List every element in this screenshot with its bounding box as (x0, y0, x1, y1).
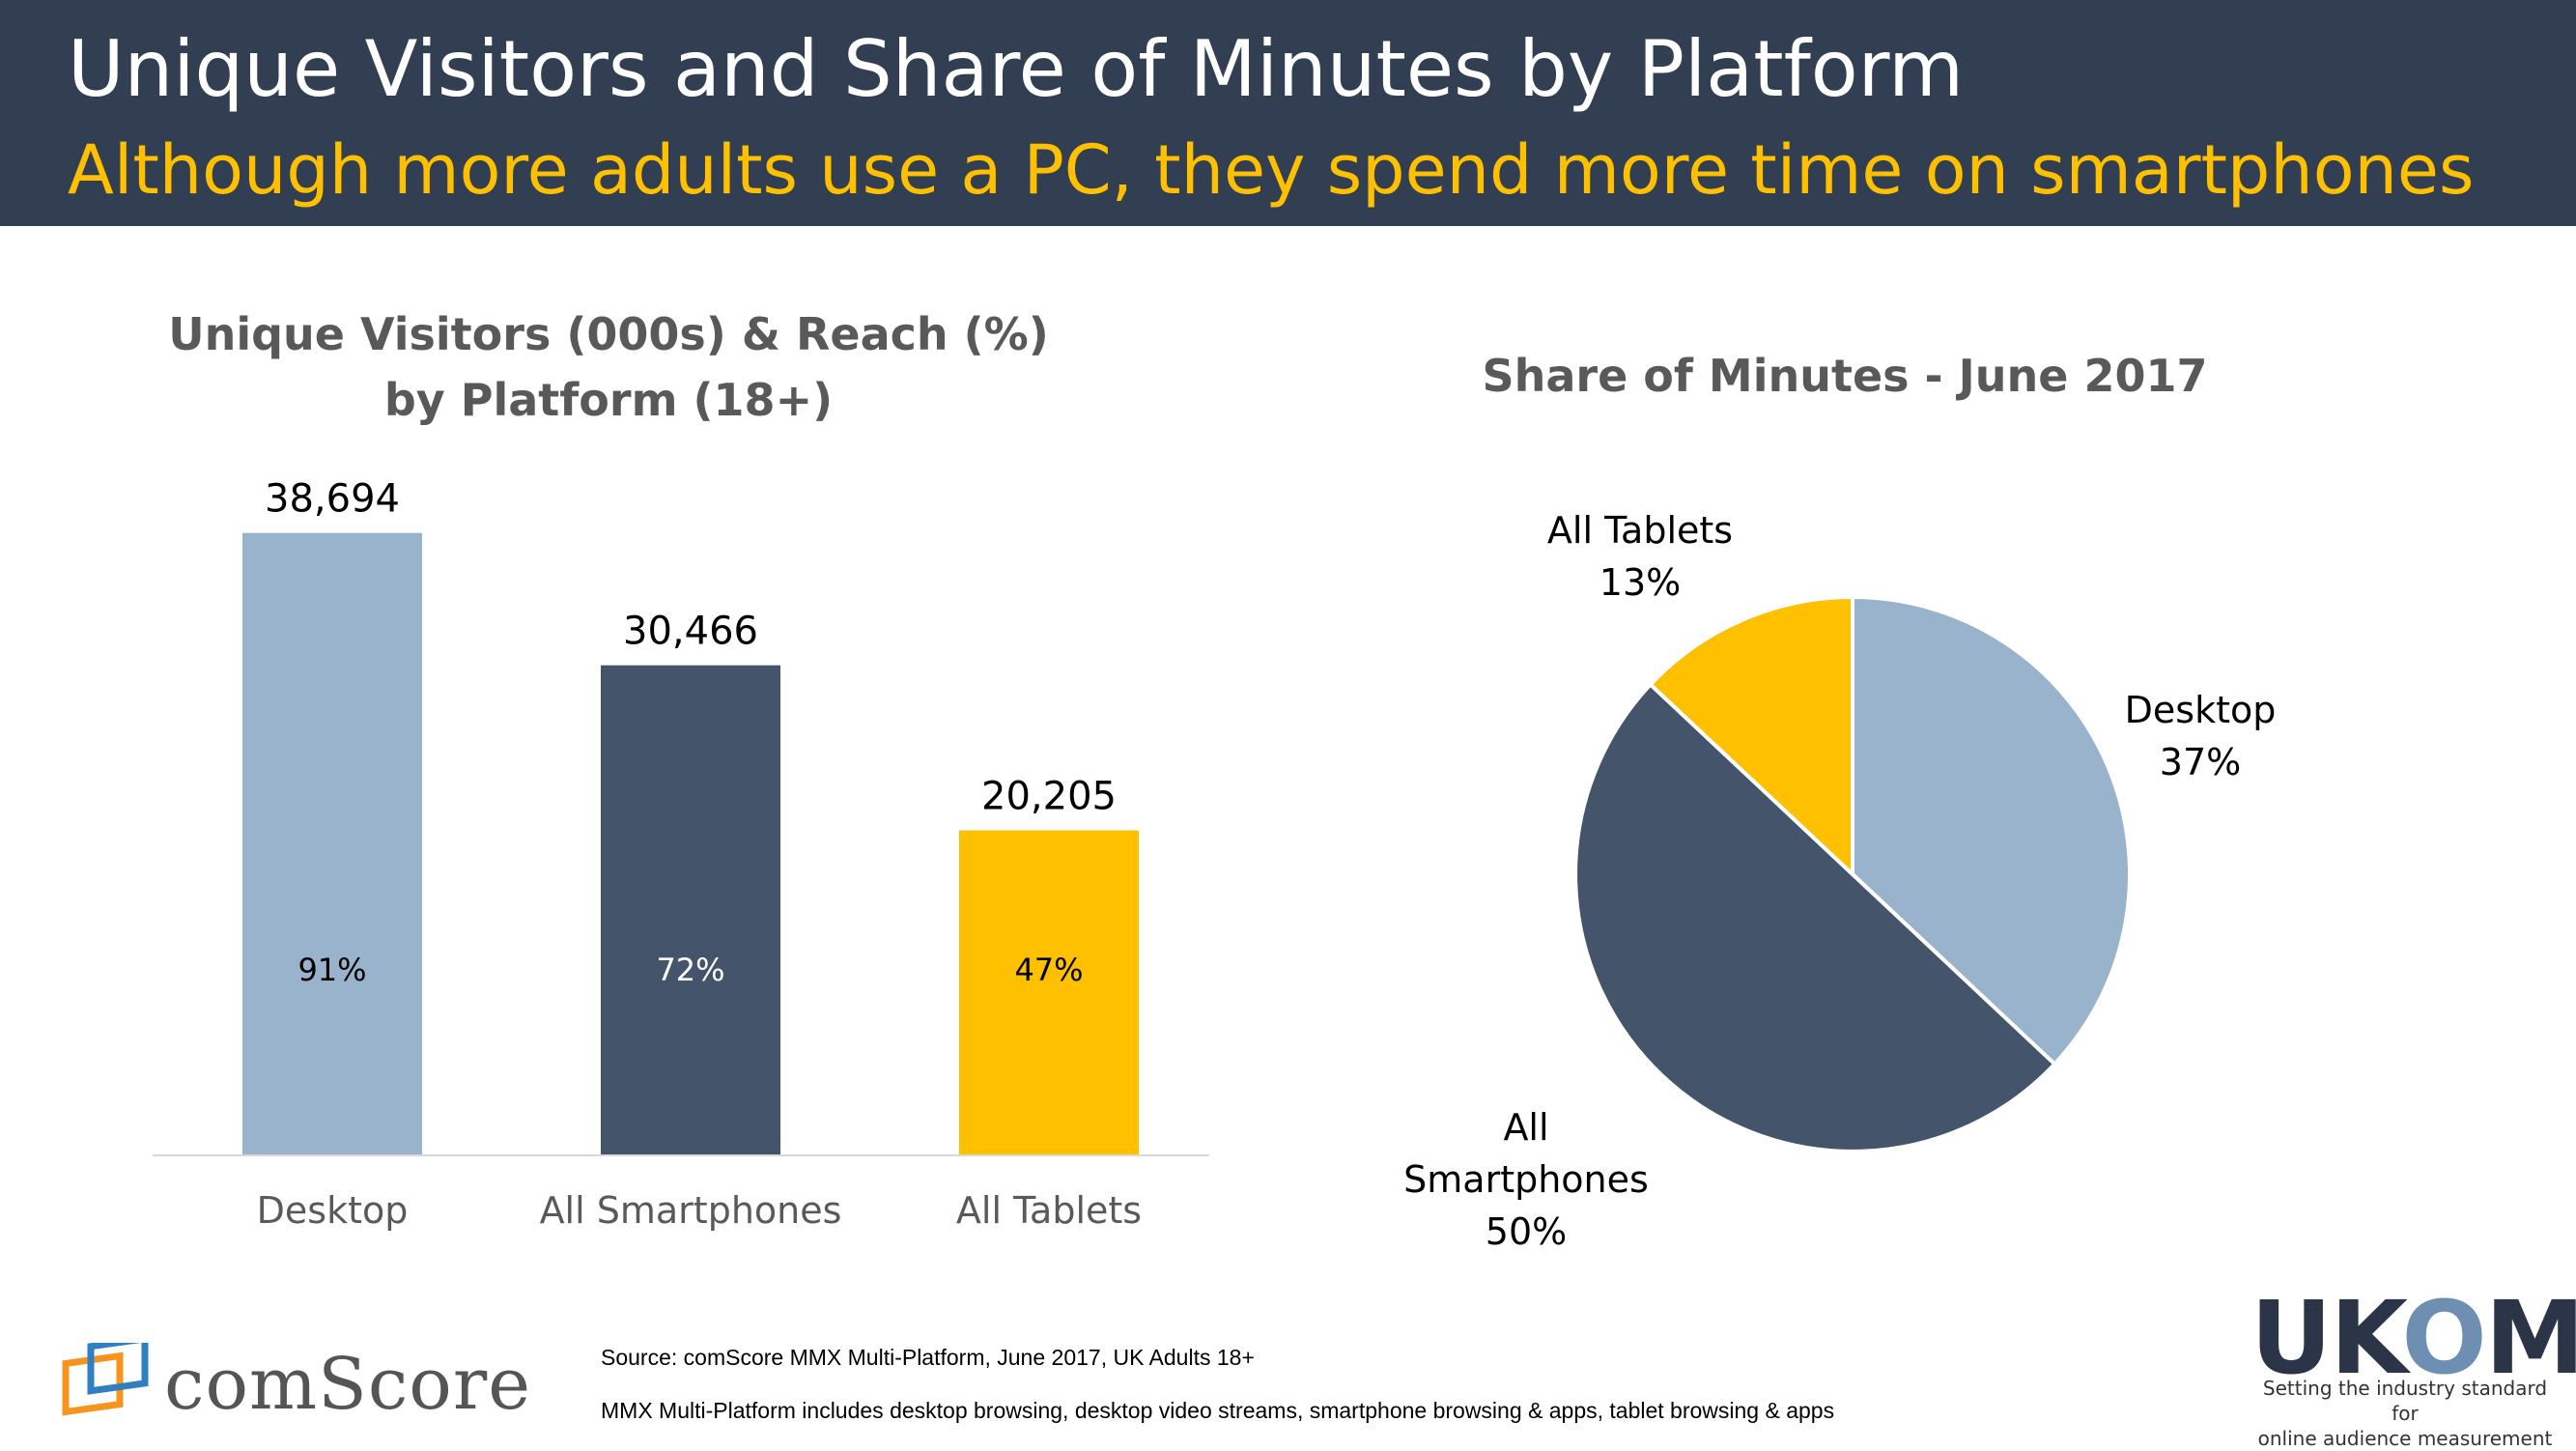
page-subtitle: Although more adults use a PC, they spen… (68, 130, 2475, 210)
bar-chart: 38,694 91% Desktop 30,466 72% All Smartphones… (153, 477, 1209, 1232)
pie-label-1: All Smartphones 50% (1403, 1106, 1649, 1253)
bar-1 (601, 665, 780, 1155)
ukom-logo-m: M (2484, 1279, 2576, 1397)
pie-slice-2 (1647, 594, 1854, 879)
bar-chart-title-line2: by Platform (18+) (383, 374, 834, 426)
bar-2 (959, 830, 1139, 1155)
source-note: Source: comScore MMX Multi-Platform, Jun… (601, 1345, 1255, 1370)
ukom-logo-uk: UK (2250, 1279, 2403, 1397)
methodology-note: MMX Multi-Platform includes desktop brow… (601, 1398, 1835, 1423)
pie-label-0: Desktop 37% (2125, 689, 2277, 783)
bar-category-label-1: All Smartphones (540, 1189, 842, 1232)
bar-reach-label-0: 91% (297, 952, 366, 988)
page-title: Unique Visitors and Share of Minutes by … (68, 24, 1965, 114)
bar-chart-title: Unique Visitors (000s) & Reach (%) by Pl… (126, 301, 1091, 433)
pie-slice-0 (1851, 594, 2132, 1067)
pie-chart-title: Share of Minutes - June 2017 (1482, 350, 2208, 402)
bar-category-label-0: Desktop (257, 1189, 409, 1232)
ukom-logo: UKOM (2250, 1285, 2576, 1391)
bar-value-label-0: 38,694 (265, 477, 400, 522)
pie-chart: Desktop 37% All Smartphones 50% All Tablets 13… (1403, 509, 2277, 1253)
pie-label-2: All Tablets 13% (1547, 509, 1733, 604)
bar-0 (242, 532, 422, 1155)
ukom-tagline-line2: online audience measurement (2257, 1427, 2553, 1450)
comscore-logo-text: comScore (164, 1343, 532, 1426)
bar-value-label-2: 20,205 (981, 775, 1117, 819)
bar-reach-label-2: 47% (1014, 952, 1083, 988)
bar-chart-title-line1: Unique Visitors (000s) & Reach (%) (168, 308, 1049, 360)
bar-category-label-2: All Tablets (956, 1189, 1142, 1232)
bar-value-label-1: 30,466 (623, 610, 758, 654)
header-banner: Unique Visitors and Share of Minutes by … (0, 0, 2576, 226)
ukom-logo-o: O (2401, 1279, 2486, 1397)
pie-slice-1 (1573, 681, 2058, 1153)
ukom-tagline: Setting the industry standard for online… (2250, 1376, 2560, 1451)
comscore-logo-icon (62, 1334, 158, 1424)
bar-reach-label-1: 72% (656, 952, 724, 988)
ukom-tagline-line1: Setting the industry standard for (2262, 1377, 2548, 1425)
